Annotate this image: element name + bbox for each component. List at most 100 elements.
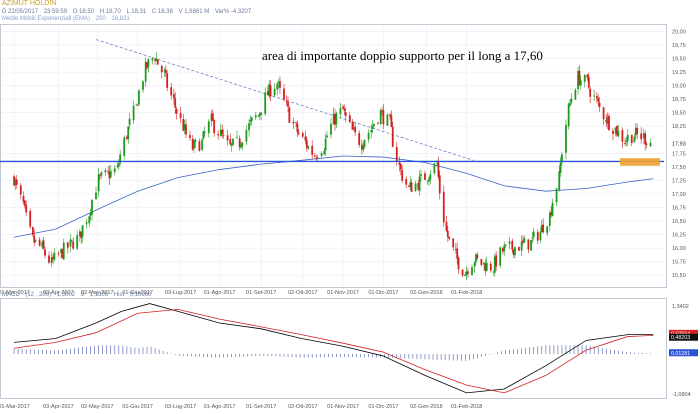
price-tick-label: 16,50: [672, 219, 686, 225]
candle-body: [476, 254, 479, 259]
candle-body: [621, 129, 624, 142]
candle-body: [339, 107, 342, 115]
macd-value-label: 0,01281: [671, 351, 690, 357]
candle-body: [579, 80, 582, 86]
candle-body: [315, 158, 318, 159]
macd-value-box: [669, 333, 698, 341]
candle-body: [332, 113, 335, 125]
trendline: [95, 39, 474, 161]
candle-body: [88, 216, 91, 224]
candle-body: [194, 139, 197, 142]
candle-body: [324, 138, 327, 151]
candle-body: [428, 178, 430, 182]
candle-body: [174, 98, 177, 108]
candle-body: [160, 66, 163, 73]
candle-body: [559, 162, 562, 173]
candle-body: [546, 226, 549, 234]
candle-body: [395, 146, 398, 162]
candle-body: [565, 124, 567, 153]
ohlc-row: D 22/05/2017 23:59:59 O 18,50 H 18,70 L …: [2, 9, 255, 15]
candle-body: [363, 139, 366, 147]
candle-body: [230, 143, 233, 146]
macd-date-tick-label: 03-Apr-2017: [43, 404, 74, 410]
candle-body: [226, 135, 229, 141]
candle-body: [232, 138, 234, 145]
gridlines: [2, 26, 664, 286]
candle-body: [522, 240, 524, 243]
candle-body: [155, 58, 158, 61]
candle-body: [163, 70, 166, 72]
candle-body: [277, 82, 280, 83]
price-tick-label: 18,75: [672, 97, 686, 103]
support-zone: [620, 158, 660, 166]
candle-body: [471, 267, 473, 276]
candle-body: [185, 124, 187, 135]
candle-body: [33, 235, 36, 243]
candle-body: [248, 123, 250, 131]
candle-body: [85, 222, 88, 224]
candle-body: [492, 271, 495, 273]
candle-body: [330, 123, 332, 135]
candle-body: [210, 113, 213, 122]
candle-body: [258, 113, 261, 116]
candle-body: [175, 109, 178, 114]
price-axis: 20,00 19,75 19,50 19,25 19,00 18,75 18,50 18,25…: [672, 29, 686, 279]
hist-label: Hist: [113, 292, 125, 298]
candle-body: [480, 259, 483, 265]
candle-body: [198, 141, 201, 152]
candle-body: [213, 120, 216, 134]
macd-date-tick-label: 01-Feb-2018: [451, 404, 483, 410]
ema-legend-label: Medie Mobili Esponenziali (EMA): [2, 16, 91, 22]
macd-date-tick-label: 01-Giu-2017: [122, 404, 153, 410]
candle-body: [127, 126, 130, 140]
candle-body: [342, 106, 344, 109]
date-tick-label: 02-May-2017: [81, 290, 113, 296]
candle-body: [389, 114, 391, 117]
candle-body: [433, 163, 436, 174]
candle-body: [207, 121, 210, 134]
candle-body: [520, 241, 523, 251]
price-tick-label: 19,50: [672, 57, 686, 63]
date-tick-label: 01-Mar-2017: [0, 290, 30, 296]
candle-body: [583, 74, 586, 82]
macd-params: (12 , 200): [25, 292, 52, 298]
candle-body: [612, 130, 614, 135]
candle-body: [548, 212, 551, 226]
candle-body: [352, 128, 355, 130]
high-value: H 18,70: [99, 9, 121, 15]
candle-body: [649, 142, 652, 147]
candle-body: [60, 249, 62, 253]
candle-body: [429, 174, 432, 180]
candle-body: [636, 127, 639, 135]
candle-body: [527, 239, 530, 250]
date-tick-label: 02-Gen-2018: [410, 290, 442, 296]
price-tick-label: 16,75: [672, 205, 686, 211]
candle-body: [23, 200, 26, 206]
macd-tick-label: -1,0804: [672, 392, 691, 398]
candle-body: [72, 241, 75, 249]
signal-value: 1,1306: [89, 292, 109, 298]
macd-date-tick-label: 02-May-2017: [81, 404, 113, 410]
candle-body: [296, 123, 299, 133]
support-annotation: area di importante doppio supporto per i…: [262, 48, 543, 63]
candle-body: [57, 253, 60, 255]
candle-body: [540, 225, 543, 233]
candle-body: [53, 252, 56, 260]
candle-body: [123, 137, 126, 157]
candle-body: [354, 126, 357, 133]
candle-body: [504, 244, 507, 246]
ema-period: 200: [95, 16, 106, 22]
candle-body: [116, 165, 119, 167]
macd-date-tick-label: 01-Set-2017: [246, 404, 276, 410]
candle-body: [269, 85, 272, 97]
support-zone-rect: [620, 158, 660, 166]
instrument-title: AZIMUT HOLDIN: [2, 0, 57, 7]
candle-body: [323, 150, 326, 155]
macd-label: MACD: [2, 292, 20, 298]
candle-body: [191, 138, 194, 150]
close-value: C 18,38: [151, 9, 173, 15]
candle-body: [151, 58, 154, 61]
chart-header: AZIMUT HOLDIN: [2, 0, 60, 7]
candle-body: [550, 211, 553, 216]
candle-body: [305, 140, 308, 148]
